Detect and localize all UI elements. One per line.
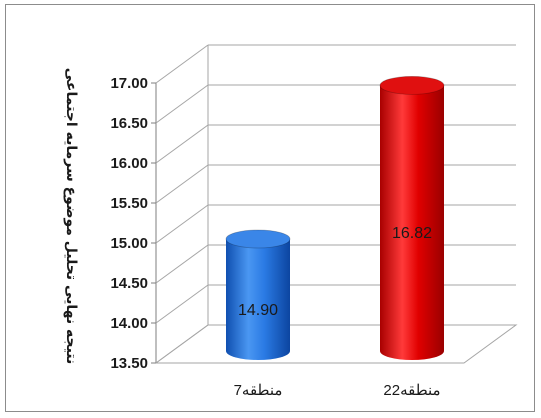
chart-frame: 13.50 14.00 14.50 15.00 15.50 16.00 16.50 17.00… — [5, 4, 535, 412]
gridline-side — [155, 244, 209, 284]
chart-svg: 13.50 14.00 14.50 15.00 15.50 16.00 16.50 17.00… — [63, 44, 518, 399]
y-tick-label: 16.50 — [110, 115, 148, 132]
y-tick-label: 15.00 — [110, 235, 148, 252]
gridline-side — [155, 44, 209, 84]
y-axis-title: نتیجه نهایی تحلیل موضوع سرمایه اجتماعی — [63, 68, 79, 365]
x-tick-label: منطقه7 — [234, 382, 283, 399]
bar — [225, 229, 291, 360]
y-tick-label: 13.50 — [110, 355, 148, 372]
gridline-side — [155, 324, 209, 364]
chart-floor — [154, 324, 518, 364]
y-tick-label: 15.50 — [110, 195, 148, 212]
bar-top — [379, 76, 445, 95]
labels-layer: 13.50 14.00 14.50 15.00 15.50 16.00 16.50 17.00… — [110, 75, 440, 399]
gridline-side — [155, 124, 209, 164]
y-tick-label: 16.00 — [110, 155, 148, 172]
x-tick-label: منطقه22 — [383, 382, 440, 399]
y-tick-label: 17.00 — [110, 75, 148, 92]
bar — [379, 76, 445, 361]
bar-body — [380, 85, 444, 361]
bars-layer — [225, 76, 445, 361]
gridline-side — [155, 84, 209, 124]
y-tick-label: 14.50 — [110, 275, 148, 292]
gridline-side — [155, 204, 209, 244]
grid-layer — [151, 44, 518, 364]
data-label: 16.82 — [392, 225, 432, 242]
gridline-side — [155, 164, 209, 204]
bar-body — [226, 239, 290, 360]
bar-top — [225, 229, 291, 249]
gridline-side — [155, 284, 209, 324]
data-label: 14.90 — [238, 302, 278, 319]
y-tick-label: 14.00 — [110, 315, 148, 332]
